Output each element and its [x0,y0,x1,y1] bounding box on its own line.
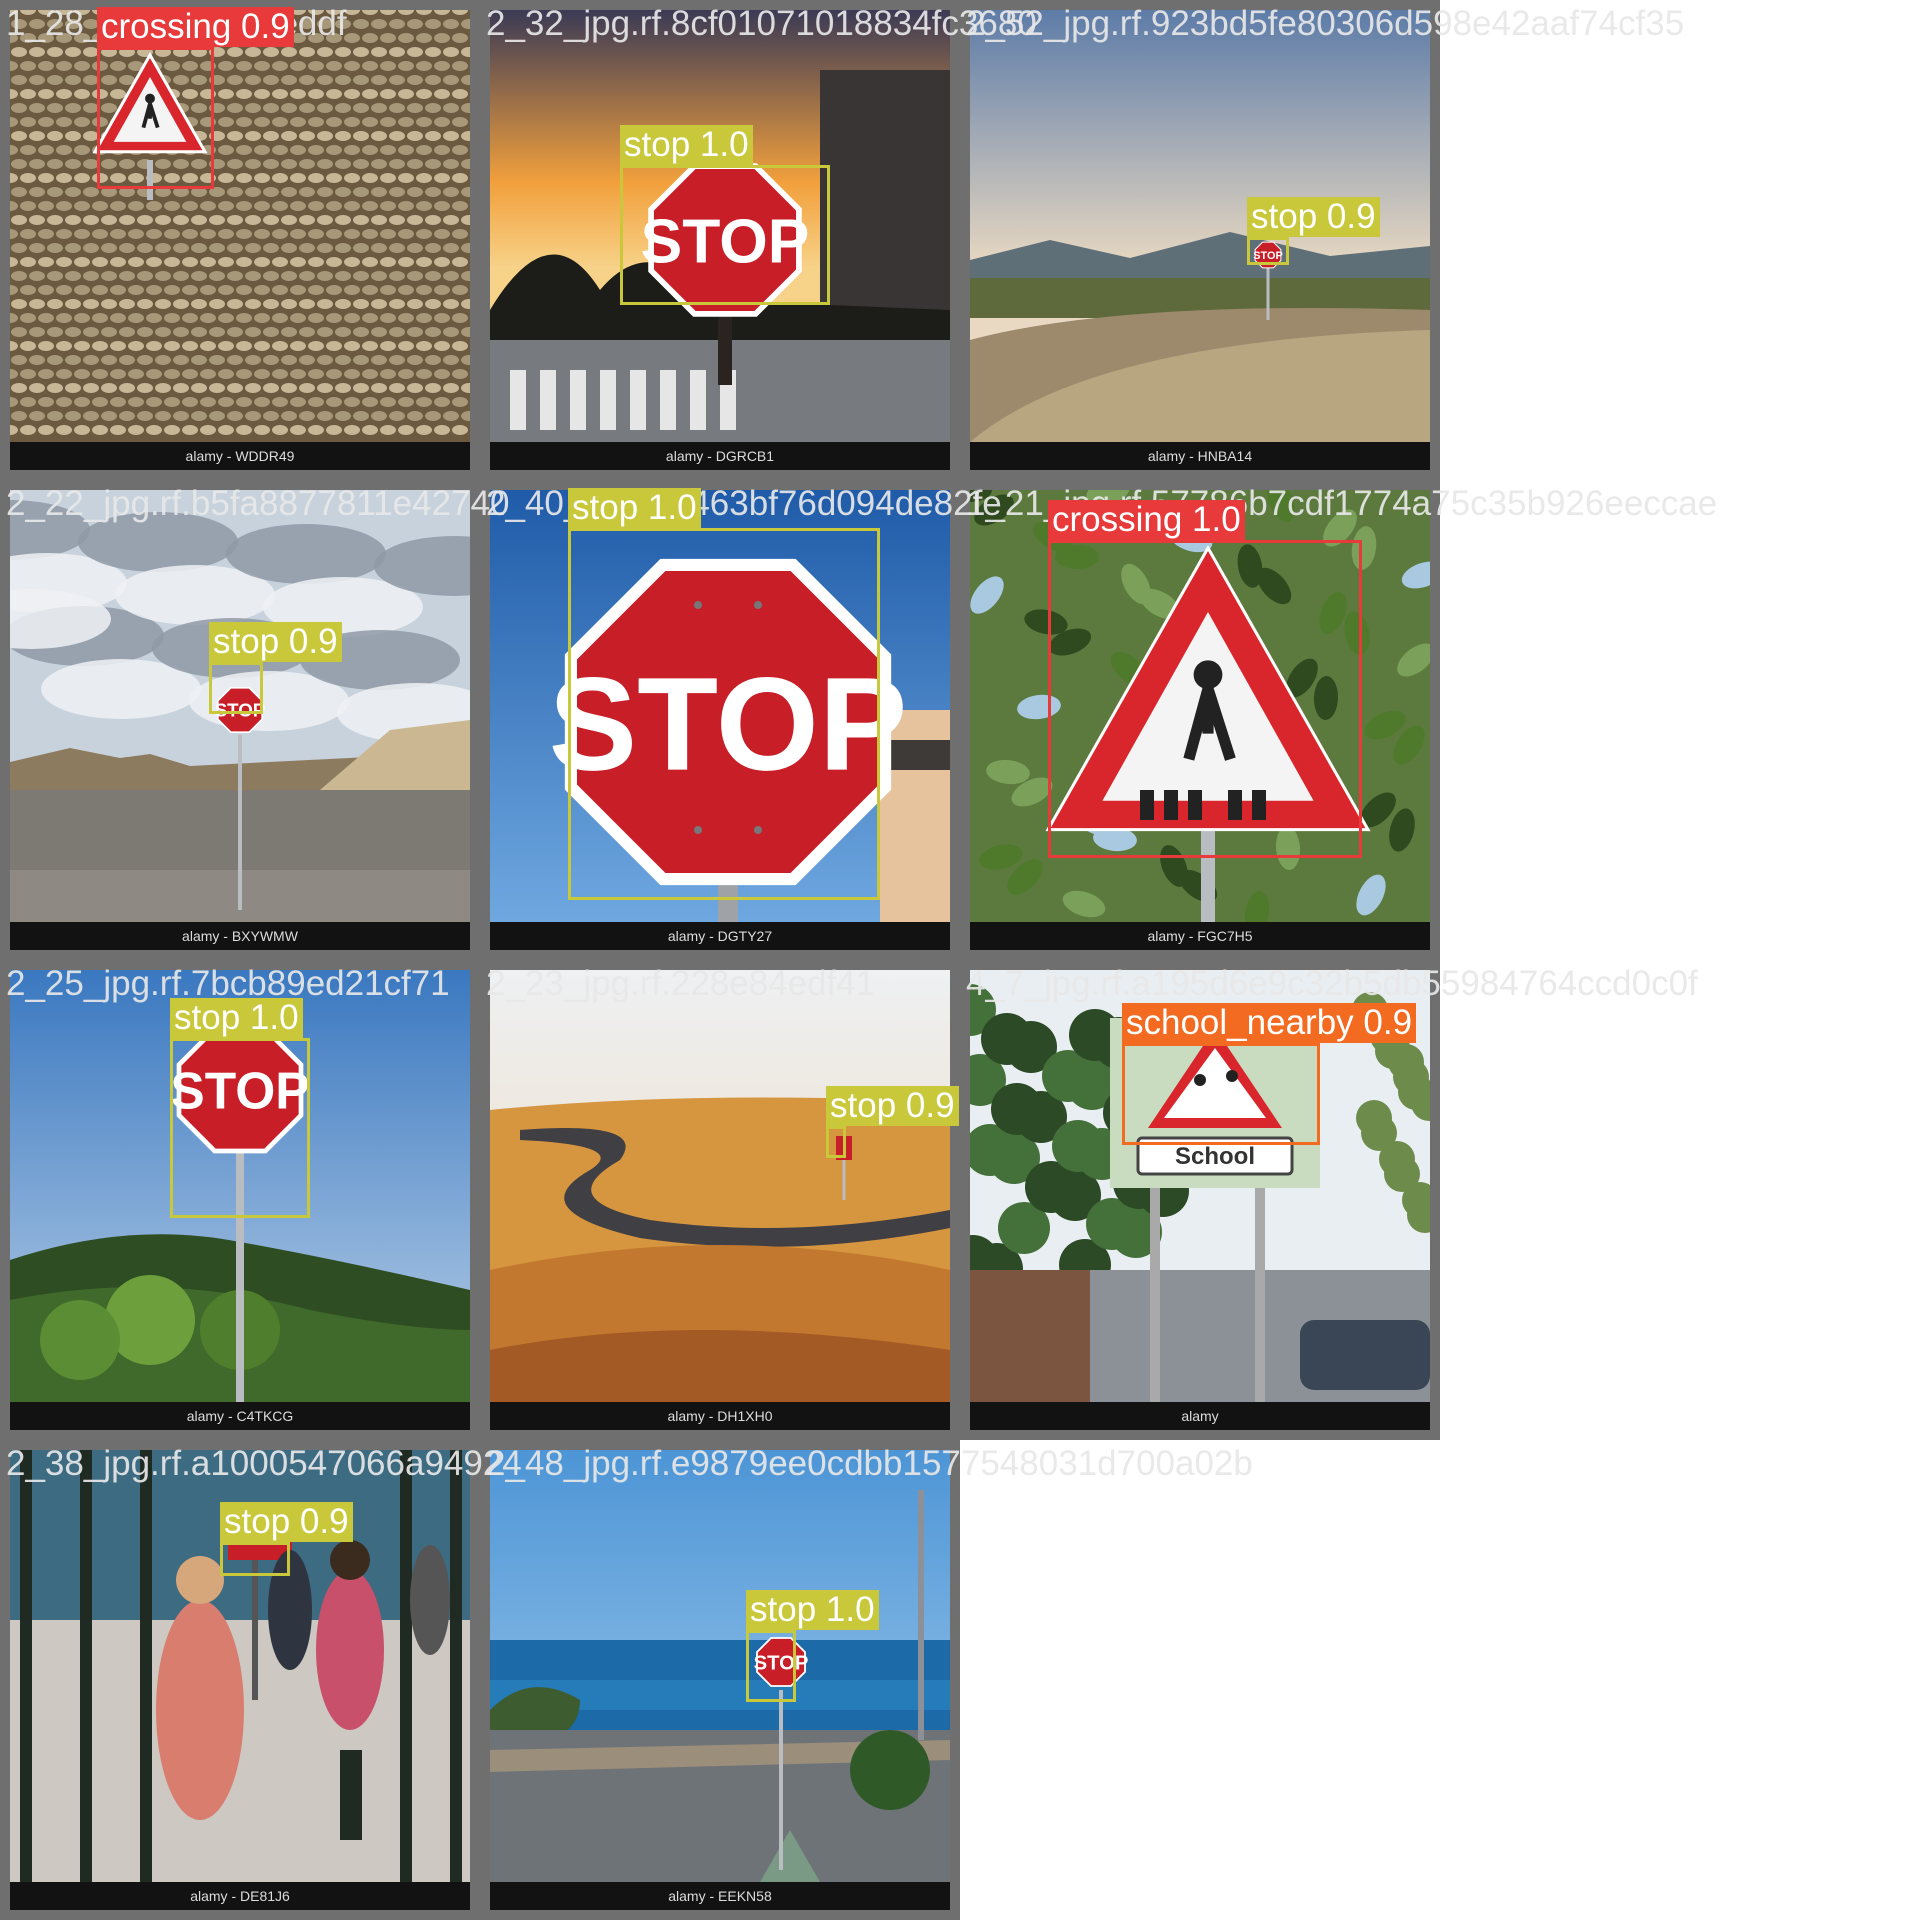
detection-label: school_nearby 0.9 [1122,1003,1417,1043]
svg-text:STOP: STOP [1253,250,1283,262]
result-tile: alamy - FGC7H5 crossing 1.0 [960,480,1440,960]
scene-photo [10,1450,470,1882]
scene-photo [490,970,950,1402]
svg-text:STOP: STOP [641,207,810,276]
watermark-caption: alamy - WDDR49 [10,442,470,470]
detection-box [97,47,214,189]
svg-text:STOP: STOP [170,1061,309,1119]
detection-label: stop 0.9 [826,1086,959,1126]
watermark-caption: alamy - DE81J6 [10,1882,470,1910]
detection-label: crossing 0.9 [97,7,294,47]
watermark-caption: alamy - HNBA14 [970,442,1430,470]
detection-label: stop 1.0 [620,125,753,165]
watermark-caption: alamy - EEKN58 [490,1882,950,1910]
detection-box [220,1542,290,1576]
watermark-caption: alamy - DGTY27 [490,922,950,950]
watermark-caption: alamy - FGC7H5 [970,922,1430,950]
detection-label: stop 0.9 [209,622,342,662]
detection-box [568,528,880,900]
detection-label: stop 0.9 [1247,197,1380,237]
watermark-caption: alamy - C4TKCG [10,1402,470,1430]
detection-label: stop 1.0 [568,488,701,528]
detection-label: stop 1.0 [746,1590,879,1630]
scene-photo: STOP [490,490,950,922]
result-tile: STOP alamy - BXYWMW stop 0.9 [0,480,480,960]
watermark-caption: alamy - BXYWMW [10,922,470,950]
detection-box [209,662,263,714]
detection-label: stop 0.9 [220,1502,353,1542]
detection-box [1048,540,1362,858]
watermark-caption: alamy [970,1402,1430,1430]
result-tile: alamy - WDDR49 crossing 0.9 [0,0,480,480]
watermark-caption: alamy - DH1XH0 [490,1402,950,1430]
svg-text:STOP: STOP [549,651,908,799]
detection-box [1122,1043,1320,1145]
svg-text:School: School [1175,1143,1255,1170]
detection-box [170,1038,310,1218]
detection-box [746,1630,796,1702]
scene-photo: STOP [490,1450,950,1882]
detection-box [1247,237,1289,265]
scene-photo [10,10,470,442]
result-tile: STOP alamy - DGRCB1 stop 1.0 [480,0,960,480]
result-tile: STOP alamy - HNBA14 stop 0.9 [960,0,1440,480]
result-tile: alamy - DH1XH0 stop 0.9 [480,960,960,1440]
result-tile: STOP alamy - DGTY27 stop 1.0 [480,480,960,960]
detection-box [620,165,830,305]
watermark-caption: alamy - DGRCB1 [490,442,950,470]
result-tile: alamy - DE81J6 stop 0.9 [0,1440,480,1920]
detection-box [826,1126,846,1158]
result-tile: STOP alamy - EEKN58 stop 1.0 [480,1440,960,1920]
scene-photo: STOP [490,10,950,442]
result-tile: School alamy school_nearby 0.9 [960,960,1440,1440]
svg-text:STOP: STOP [215,700,266,721]
detection-label: crossing 1.0 [1048,500,1245,540]
scene-photo: STOP [10,970,470,1402]
detection-label: stop 1.0 [170,998,303,1038]
result-tile: STOP alamy - C4TKCG stop 1.0 [0,960,480,1440]
